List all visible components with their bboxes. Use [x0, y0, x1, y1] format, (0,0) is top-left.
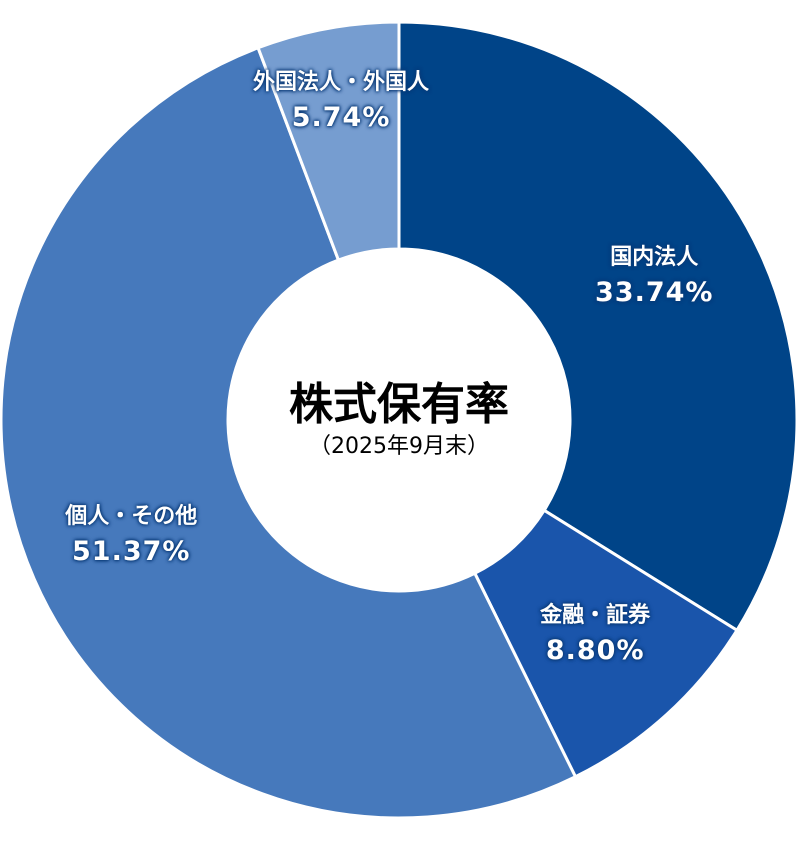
slice-label: 金融・証券 8.80% — [540, 601, 650, 671]
slice-value: 8.80% — [545, 635, 645, 667]
slice-value: 5.74% — [291, 102, 391, 134]
slice-label: 外国法人・外国人 5.74% — [253, 68, 429, 138]
chart-center-label: 株式保有率 （2025年9月末） — [289, 378, 509, 462]
slice-name: 国内法人 — [610, 245, 699, 271]
slice-label: 国内法人 33.74% — [595, 243, 713, 313]
slice-3 — [256, 20, 401, 263]
slice-2 — [0, 45, 578, 820]
slice-1 — [472, 508, 739, 779]
slice-value: 33.74% — [595, 277, 714, 309]
slice-value: 51.37% — [72, 535, 191, 567]
chart-title: 株式保有率 — [289, 379, 509, 430]
slice-0 — [397, 20, 797, 633]
slice-name: 金融・証券 — [540, 603, 651, 629]
chart-subtitle: （2025年9月末） — [309, 434, 489, 459]
slice-label: 個人・その他 51.37% — [65, 502, 197, 572]
slice-name: 個人・その他 — [65, 503, 198, 529]
slice-name: 外国法人・外国人 — [253, 70, 430, 96]
